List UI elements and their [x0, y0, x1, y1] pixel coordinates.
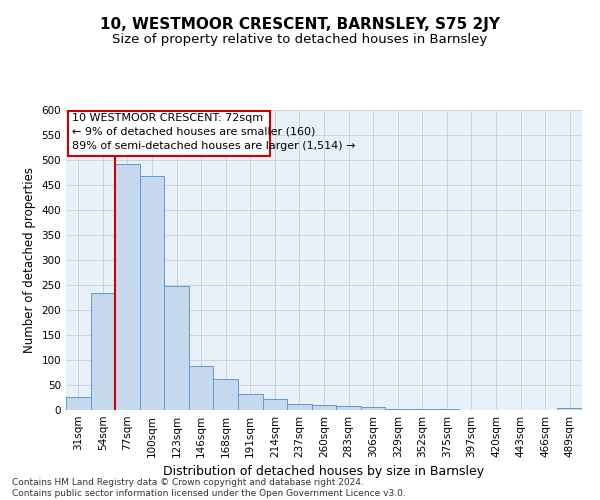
- X-axis label: Distribution of detached houses by size in Barnsley: Distribution of detached houses by size …: [163, 466, 485, 478]
- Bar: [385, 408, 410, 410]
- Bar: [557, 408, 582, 410]
- Bar: [410, 409, 434, 410]
- Bar: [115, 164, 140, 410]
- Bar: [66, 397, 91, 410]
- Bar: [312, 404, 336, 410]
- Bar: [263, 398, 287, 410]
- Bar: [189, 366, 214, 410]
- Y-axis label: Number of detached properties: Number of detached properties: [23, 167, 36, 353]
- Bar: [164, 286, 189, 410]
- Bar: [214, 378, 238, 410]
- Bar: [361, 407, 385, 410]
- Bar: [287, 404, 312, 410]
- Bar: [434, 409, 459, 410]
- Text: Size of property relative to detached houses in Barnsley: Size of property relative to detached ho…: [112, 32, 488, 46]
- Text: 10 WESTMOOR CRESCENT: 72sqm
← 9% of detached houses are smaller (160)
89% of sem: 10 WESTMOOR CRESCENT: 72sqm ← 9% of deta…: [72, 113, 356, 151]
- Bar: [140, 176, 164, 410]
- Bar: [91, 293, 115, 410]
- Bar: [238, 394, 263, 410]
- Bar: [336, 406, 361, 410]
- Text: Contains HM Land Registry data © Crown copyright and database right 2024.
Contai: Contains HM Land Registry data © Crown c…: [12, 478, 406, 498]
- FancyBboxPatch shape: [68, 111, 270, 156]
- Text: 10, WESTMOOR CRESCENT, BARNSLEY, S75 2JY: 10, WESTMOOR CRESCENT, BARNSLEY, S75 2JY: [100, 18, 500, 32]
